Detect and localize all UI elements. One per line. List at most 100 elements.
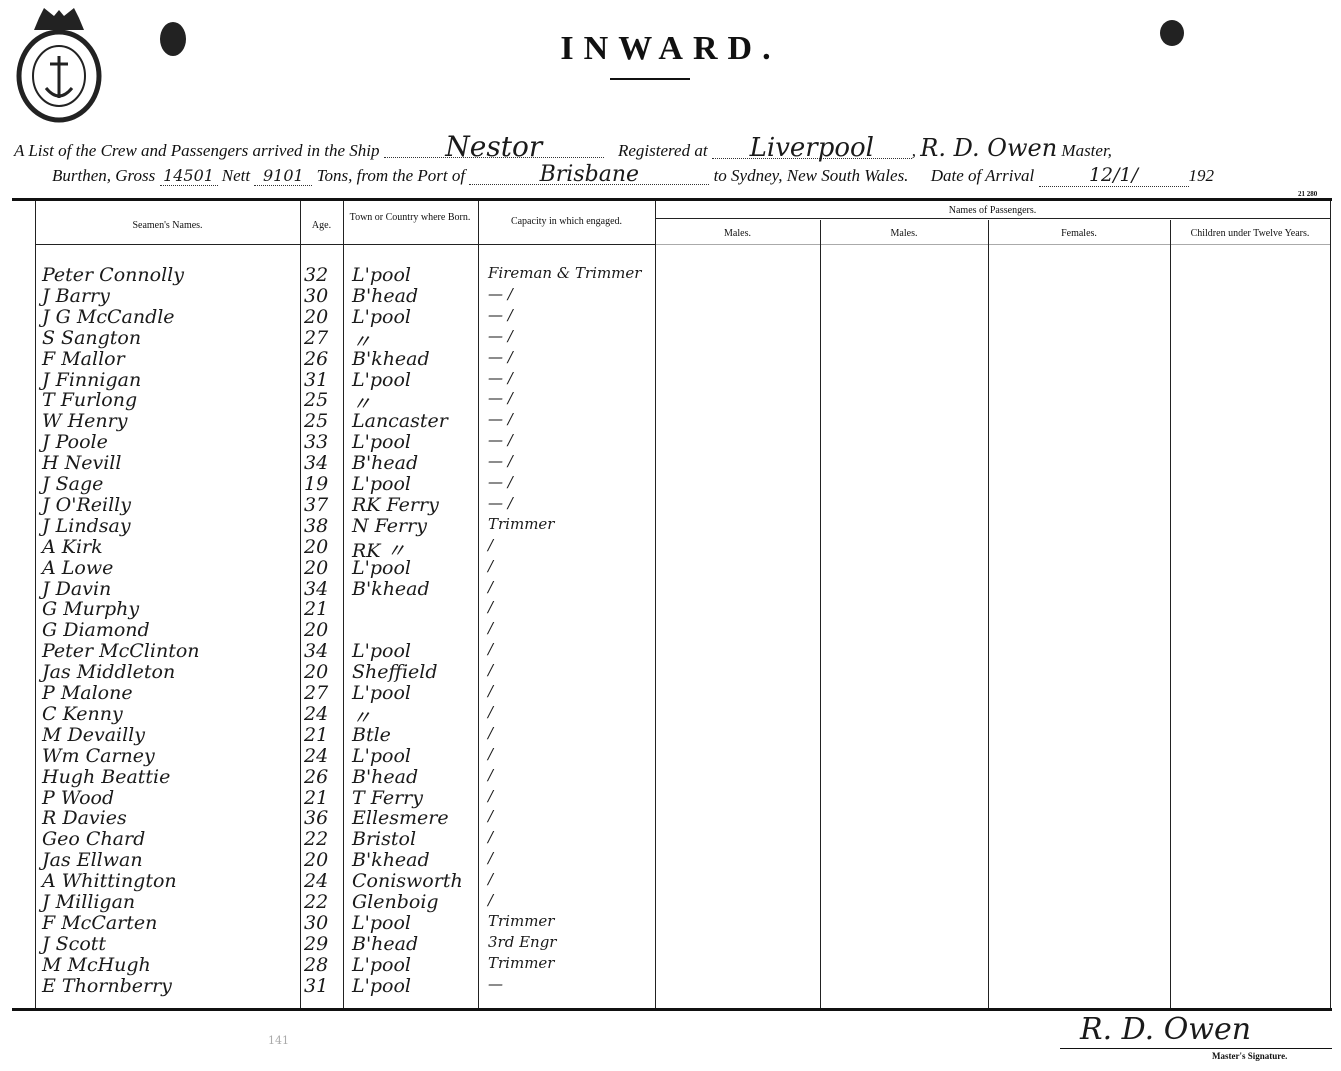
- capacity: Trimmer: [488, 953, 555, 972]
- seaman-name: J Davin: [42, 577, 112, 600]
- birthplace: L'pool: [352, 682, 411, 704]
- burthen-label: Burthen, Gross: [52, 166, 156, 185]
- header-males-1: Males.: [724, 228, 751, 239]
- birthplace: Conisworth: [352, 870, 463, 893]
- capacity: /: [488, 598, 494, 617]
- capacity: — /: [488, 284, 513, 303]
- seaman-name: R Davies: [42, 807, 127, 830]
- birthplace: L'pool: [352, 744, 411, 767]
- capacity: — /: [488, 452, 513, 471]
- age: 29: [304, 932, 329, 955]
- birthplace: L'pool: [352, 556, 411, 579]
- capacity: — /: [488, 410, 513, 429]
- seaman-name: H Nevill: [42, 452, 122, 475]
- birthplace: Lancaster: [352, 410, 448, 433]
- age: 20: [304, 535, 329, 558]
- seaman-name: Hugh Beattie: [42, 765, 171, 788]
- col-line: [343, 201, 344, 1008]
- master-label: Master,: [1061, 141, 1112, 160]
- seaman-name: J O'Reilly: [42, 493, 131, 516]
- seaman-name: M McHugh: [42, 953, 151, 976]
- gross-tons: 14501: [159, 166, 218, 186]
- age: 34: [304, 577, 329, 600]
- capacity: — /: [488, 368, 513, 387]
- header-born: Town or Country where Born.: [349, 212, 471, 223]
- capacity: — /: [488, 431, 513, 450]
- seaman-name: Peter McClinton: [42, 640, 200, 663]
- age: 20: [304, 661, 329, 684]
- header-passengers: Names of Passengers.: [948, 205, 1037, 216]
- age: 32: [304, 264, 329, 286]
- age: 19: [304, 473, 329, 495]
- birthplace: L'pool: [352, 640, 411, 663]
- seaman-name: J Lindsay: [42, 514, 131, 537]
- capacity: /: [488, 661, 494, 680]
- age: 28: [304, 953, 329, 976]
- from-port: Brisbane: [469, 164, 710, 186]
- title-rule: [610, 78, 690, 80]
- birthplace: B'khead: [352, 347, 430, 370]
- capacity: —: [488, 974, 503, 993]
- col-line: [988, 220, 989, 1008]
- birthplace: B'head: [352, 932, 419, 955]
- form-code: 21 280: [1298, 190, 1318, 198]
- punch-hole-right: [1160, 20, 1184, 46]
- capacity: 3rd Engr: [488, 932, 557, 951]
- seaman-name: W Henry: [42, 410, 128, 433]
- seaman-name: J Poole: [42, 431, 108, 454]
- arrival-date: 12/1/: [1038, 164, 1189, 187]
- registered-label: Registered at: [618, 141, 708, 160]
- seaman-name: Jas Ellwan: [42, 849, 143, 872]
- header-females: Females.: [1061, 228, 1097, 239]
- age: 21: [304, 723, 329, 746]
- ship-name: Nestor: [383, 133, 604, 161]
- birthplace: Btle: [352, 723, 391, 746]
- header-age: Age.: [311, 220, 332, 231]
- birthplace: Glenboig: [352, 891, 439, 913]
- seaman-name: P Wood: [42, 786, 115, 809]
- seaman-name: A Lowe: [42, 556, 114, 579]
- birthplace: Ellesmere: [352, 807, 449, 830]
- age: 21: [304, 598, 329, 621]
- age: 26: [304, 347, 329, 370]
- capacity: /: [488, 870, 494, 889]
- seaman-name: J Finnigan: [42, 368, 142, 391]
- birthplace: L'pool: [352, 911, 411, 934]
- seaman-name: J Milligan: [42, 891, 136, 913]
- col-line: [300, 201, 301, 1008]
- seaman-name: Jas Middleton: [42, 661, 176, 684]
- seaman-name: F Mallor: [42, 347, 125, 370]
- seaman-name: M Devailly: [42, 723, 145, 746]
- age: 34: [304, 640, 329, 663]
- capacity: /: [488, 744, 494, 763]
- birthplace: 〃: [352, 706, 372, 729]
- seaman-name: J Scott: [42, 932, 107, 955]
- birthplace: B'head: [352, 765, 419, 788]
- col-line: [1330, 201, 1331, 1008]
- birthplace: L'pool: [352, 953, 411, 976]
- age: 22: [304, 891, 329, 913]
- seaman-name: J Sage: [42, 473, 104, 495]
- birthplace: B'head: [352, 452, 419, 475]
- seaman-name: A Whittington: [42, 870, 177, 893]
- capacity: /: [488, 619, 494, 638]
- age: 31: [304, 974, 329, 997]
- punch-hole-left: [160, 22, 186, 56]
- capacity: /: [488, 682, 494, 700]
- col-line: [820, 220, 821, 1008]
- birthplace: L'pool: [352, 368, 411, 391]
- col-line: [35, 201, 36, 1008]
- age: 38: [304, 514, 329, 537]
- capacity: — /: [488, 347, 513, 366]
- arrival-label: Date of Arrival: [930, 166, 1035, 185]
- capacity: /: [488, 765, 494, 784]
- signature-line: [1060, 1048, 1332, 1049]
- age: 30: [304, 911, 329, 934]
- age: 25: [304, 389, 329, 412]
- birthplace: T Ferry: [352, 786, 423, 809]
- table-bottom-rule: [12, 1008, 1332, 1011]
- capacity: — /: [488, 326, 513, 345]
- capacity: /: [488, 828, 494, 847]
- age: 22: [304, 828, 329, 851]
- seaman-name: Geo Chard: [42, 828, 146, 851]
